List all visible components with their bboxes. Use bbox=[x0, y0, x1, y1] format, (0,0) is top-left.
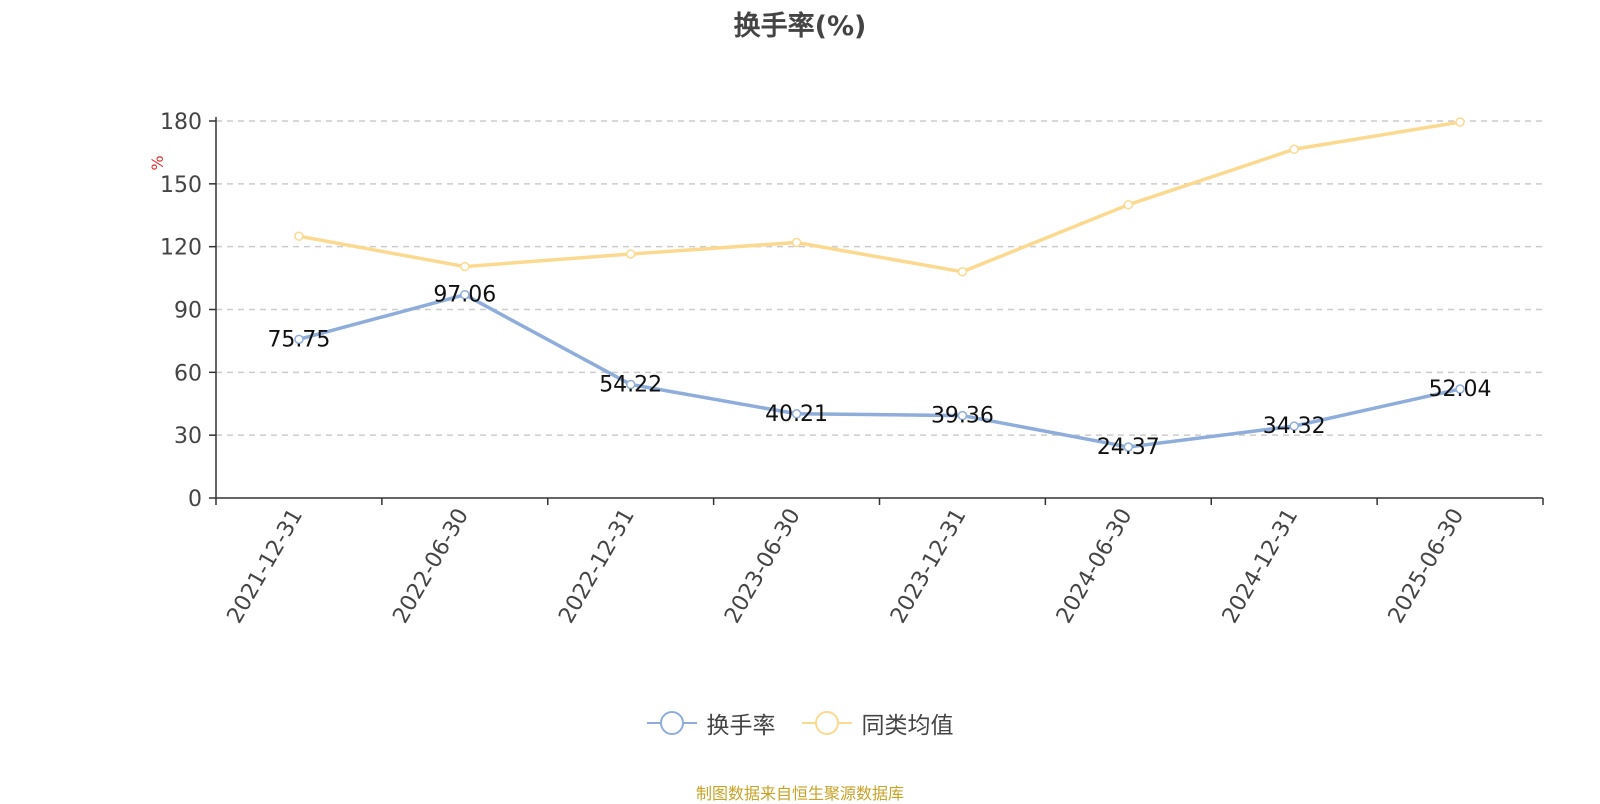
data-label: 54.22 bbox=[599, 372, 662, 397]
data-point-turnover bbox=[791, 409, 802, 419]
legend-label-turnover: 换手率 bbox=[706, 713, 776, 739]
y-tick-label: 30 bbox=[174, 424, 202, 449]
legend-marker-turnover bbox=[646, 711, 697, 735]
chart-title: 换手率(%) bbox=[733, 11, 867, 42]
series-layer bbox=[294, 117, 1465, 452]
series-line-turnover bbox=[298, 292, 1461, 449]
x-tick-label: 2023-06-30 bbox=[720, 505, 806, 628]
y-tick-label: 120 bbox=[160, 236, 202, 261]
legend-label-peer-average: 同类均值 bbox=[861, 713, 954, 739]
data-label: 34.32 bbox=[1263, 414, 1326, 439]
source-note: 制图数据来自恒生聚源数据库 bbox=[695, 784, 904, 803]
legend-marker-peer-average bbox=[801, 711, 852, 735]
x-tick-label: 2022-12-31 bbox=[554, 505, 640, 628]
data-label: 24.37 bbox=[1097, 435, 1160, 460]
data-point-turnover bbox=[460, 289, 470, 300]
y-tick-label: 90 bbox=[174, 299, 202, 324]
data-label: 39.36 bbox=[931, 404, 994, 429]
data-point-peer-average bbox=[294, 231, 304, 241]
y-tick-label: 180 bbox=[160, 110, 202, 135]
data-point-turnover bbox=[957, 410, 968, 421]
grid-layer bbox=[216, 120, 1543, 436]
data-point-peer-average bbox=[625, 249, 636, 259]
data-point-turnover bbox=[294, 334, 304, 345]
data-point-peer-average bbox=[957, 267, 968, 277]
y-tick-label: 0 bbox=[188, 487, 202, 512]
y-tick-label: 150 bbox=[160, 173, 202, 198]
x-tick-label: 2024-06-30 bbox=[1052, 505, 1138, 628]
data-label: 75.75 bbox=[267, 327, 330, 352]
y-tick-label: 60 bbox=[174, 361, 202, 386]
x-tick-label: 2024-12-31 bbox=[1218, 505, 1304, 628]
data-point-peer-average bbox=[1123, 200, 1134, 210]
data-label: 52.04 bbox=[1429, 377, 1492, 402]
data-point-peer-average bbox=[1289, 144, 1299, 155]
data-label: 97.06 bbox=[433, 283, 496, 308]
x-tick-label: 2025-06-30 bbox=[1384, 505, 1470, 628]
y-axis-label: % bbox=[148, 155, 167, 170]
series-line-peer-average bbox=[298, 120, 1461, 274]
data-point-peer-average bbox=[460, 261, 470, 272]
data-point-turnover bbox=[1289, 421, 1299, 431]
data-point-peer-average bbox=[1455, 117, 1465, 127]
data-point-turnover bbox=[1123, 442, 1134, 452]
data-point-turnover bbox=[625, 379, 636, 390]
data-point-turnover bbox=[1455, 384, 1465, 394]
legend-item-turnover[interactable]: 换手率 bbox=[646, 706, 776, 740]
legend: 换手率 同类均值 bbox=[0, 706, 1600, 740]
legend-item-peer-average[interactable]: 同类均值 bbox=[801, 706, 954, 740]
data-point-peer-average bbox=[791, 237, 802, 248]
x-tick-label: 2021-12-31 bbox=[223, 505, 309, 628]
x-tick-label: 2023-12-31 bbox=[886, 505, 972, 628]
x-tick-label: 2022-06-30 bbox=[388, 505, 474, 628]
data-label: 40.21 bbox=[765, 402, 828, 427]
axis-layer: 0 30 60 90 120 150 180% 2021-12-31 2022-06-30 202… bbox=[148, 110, 1544, 628]
label-layer: 75.75 97.06 54.22 40.21 39.36 24.37 34.32 52.04 bbox=[267, 283, 1491, 460]
